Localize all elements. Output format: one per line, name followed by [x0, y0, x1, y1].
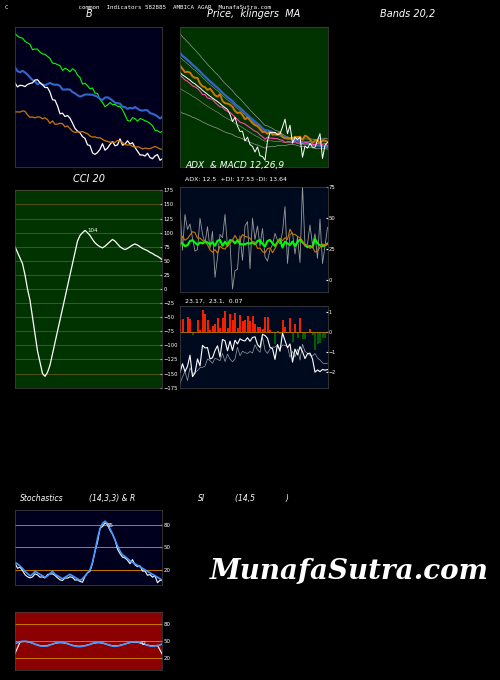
Bar — [202, 309, 203, 332]
Bar — [249, 322, 251, 332]
Bar — [296, 332, 298, 338]
Text: 42: 42 — [140, 641, 147, 646]
Bar — [272, 332, 274, 333]
Bar — [226, 328, 228, 332]
Text: SI: SI — [198, 494, 204, 503]
Bar — [222, 318, 224, 332]
Bar — [302, 332, 304, 339]
Text: B: B — [86, 9, 92, 19]
Text: 23.17,  23.1,  0.07: 23.17, 23.1, 0.07 — [185, 299, 242, 304]
Text: ADX: 12.5  +DI: 17.53 -DI: 13.64: ADX: 12.5 +DI: 17.53 -DI: 13.64 — [185, 177, 287, 182]
Text: ADX  & MACD 12,26,9: ADX & MACD 12,26,9 — [185, 161, 284, 170]
Bar — [316, 332, 318, 343]
Bar — [264, 317, 266, 332]
Bar — [236, 328, 238, 332]
Bar — [242, 321, 244, 332]
Bar — [189, 319, 191, 332]
Bar — [266, 317, 268, 332]
Bar — [304, 332, 306, 339]
Bar — [294, 324, 296, 332]
Text: Price,  klingers  MA: Price, klingers MA — [207, 9, 300, 19]
Bar — [214, 324, 216, 332]
Bar — [204, 313, 206, 332]
Bar — [279, 332, 281, 334]
Bar — [229, 313, 231, 332]
Bar — [186, 318, 188, 332]
Bar — [199, 330, 201, 332]
Bar — [262, 329, 264, 332]
Bar — [324, 332, 326, 338]
Bar — [312, 332, 314, 335]
Text: 85: 85 — [106, 523, 113, 528]
Bar — [322, 332, 324, 339]
Bar — [254, 324, 256, 332]
Bar — [209, 330, 211, 332]
Bar — [219, 328, 221, 332]
Text: MunafaSutra.com: MunafaSutra.com — [210, 558, 489, 585]
Bar — [314, 332, 316, 350]
Bar — [234, 313, 236, 332]
Text: (14,5             ): (14,5 ) — [235, 494, 289, 503]
Bar — [309, 330, 311, 332]
Bar — [232, 320, 234, 332]
Bar — [274, 332, 276, 344]
Bar — [256, 326, 258, 332]
Bar — [284, 327, 286, 332]
Text: Stochastics: Stochastics — [20, 494, 64, 503]
Text: CCI 20: CCI 20 — [73, 173, 105, 184]
Bar — [239, 315, 241, 332]
Bar — [244, 320, 246, 332]
Bar — [289, 318, 291, 332]
Bar — [252, 316, 254, 332]
Bar — [292, 332, 294, 343]
Text: Bands 20,2: Bands 20,2 — [380, 9, 435, 19]
Bar — [179, 320, 181, 332]
Bar — [246, 316, 248, 332]
Bar — [259, 327, 261, 332]
Bar — [182, 319, 184, 332]
Text: (14,3,3) & R: (14,3,3) & R — [89, 494, 135, 503]
Bar — [286, 332, 288, 333]
Text: C                    common  Indicators 582885  AMBICA AGAR  MunafaSutra.com: C common Indicators 582885 AMBICA AGAR M… — [5, 5, 271, 10]
Bar — [216, 318, 218, 332]
Bar — [224, 311, 226, 332]
Bar — [212, 326, 214, 332]
Bar — [192, 332, 194, 335]
Bar — [269, 330, 271, 332]
Bar — [206, 320, 208, 332]
Bar — [299, 318, 301, 332]
Text: 104: 104 — [88, 228, 98, 233]
Bar — [282, 320, 284, 332]
Bar — [319, 332, 321, 343]
Bar — [196, 320, 198, 332]
